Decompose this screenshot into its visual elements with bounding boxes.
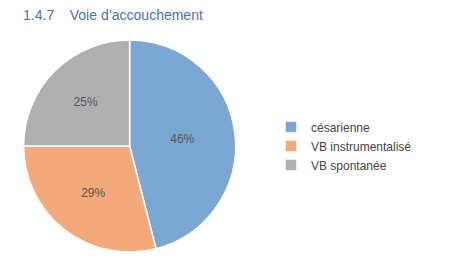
svg-text:VB instrumentalisé: VB instrumentalisé <box>311 140 411 154</box>
svg-text:VB spontanée: VB spontanée <box>311 159 387 173</box>
svg-text:46%: 46% <box>170 132 194 146</box>
svg-text:25%: 25% <box>74 95 98 109</box>
svg-text:29%: 29% <box>81 186 105 200</box>
svg-text:1.4.7 Voie d’accouchement: 1.4.7 Voie d’accouchement <box>23 7 203 23</box>
svg-text:césarienne: césarienne <box>311 121 370 135</box>
